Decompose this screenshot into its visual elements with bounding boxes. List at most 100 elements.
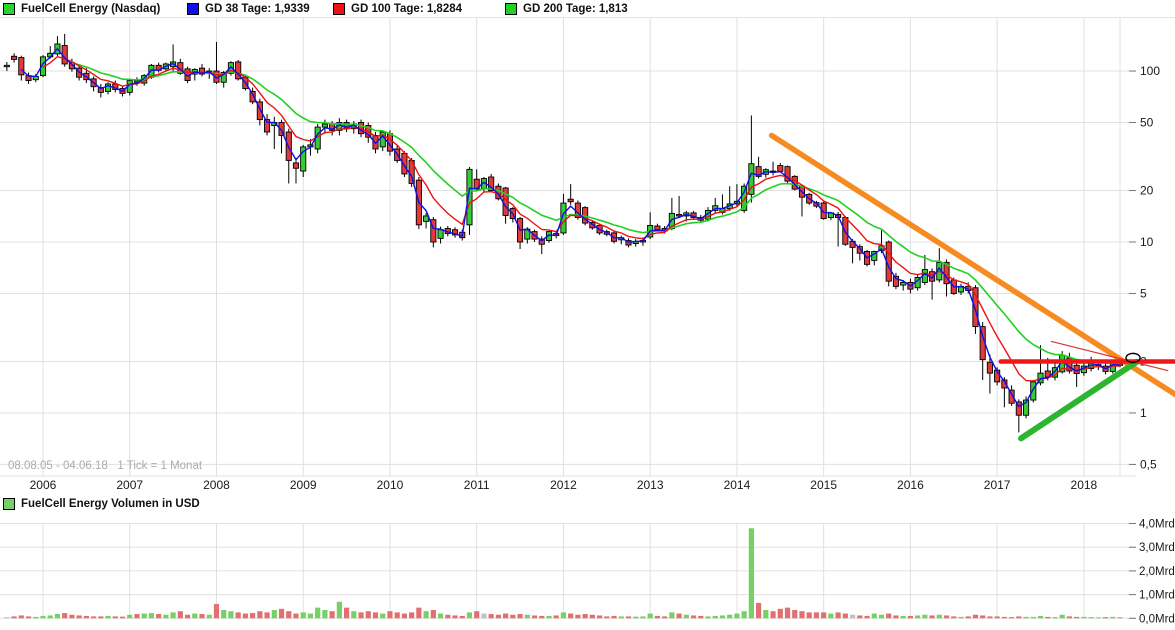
volume-bar (640, 616, 646, 619)
volume-bar (40, 615, 46, 619)
volume-bar (481, 613, 487, 619)
volume-bar (105, 615, 111, 619)
volume-bar (1117, 617, 1123, 619)
candle-body (292, 162, 300, 169)
gridlines (0, 18, 1136, 619)
volume-bar (1102, 617, 1109, 619)
svg-text:2007: 2007 (116, 478, 143, 492)
volume-bar (358, 612, 364, 619)
volume-bar (1066, 616, 1073, 619)
volume-bar (734, 613, 740, 619)
volume-bar (777, 608, 783, 619)
volume-bar (4, 617, 10, 619)
candle-body (379, 131, 386, 148)
volume-bar (690, 615, 697, 619)
minor-red-trendline (1050, 340, 1169, 372)
volume-bar (18, 615, 24, 619)
candle-body (676, 213, 683, 217)
volume-bar (177, 611, 183, 619)
candle-body (11, 55, 18, 60)
volume-bar (336, 601, 342, 619)
gd200-line (71, 61, 1121, 365)
trendlines (768, 132, 1175, 442)
volume-bar (343, 607, 350, 619)
svg-text:2010: 2010 (377, 478, 404, 492)
candle-body (538, 238, 545, 245)
volume-bar (69, 614, 75, 619)
volume-bar (647, 613, 653, 619)
volume-series-label: FuelCell Energy Volumen in USD (21, 498, 200, 510)
volume-bar (943, 615, 950, 619)
volume-bar (951, 616, 957, 619)
candle-body (220, 72, 227, 83)
price-series-label: FuelCell Energy (Nasdaq) (21, 3, 161, 15)
volume-bar (423, 611, 429, 619)
svg-text:0,5: 0,5 (1140, 458, 1157, 472)
volume-bar (221, 610, 227, 619)
volume-bar (705, 616, 711, 619)
volume-bar (488, 614, 494, 619)
volume-bar (719, 615, 726, 619)
volume-bar (596, 615, 603, 619)
gd38-swatch (187, 3, 199, 15)
volume-bar (1030, 616, 1036, 619)
svg-text:2009: 2009 (290, 478, 317, 492)
candle-body (278, 122, 285, 136)
volume-bar (192, 613, 198, 619)
volume-bar (763, 610, 769, 619)
volume-bar (568, 613, 574, 619)
volume-bar (445, 614, 451, 619)
volume-bar (387, 611, 393, 619)
period-note: 08.08.05 - 04.06.18 1 Tick = 1 Monat (8, 460, 203, 472)
gd100-swatch (333, 3, 345, 15)
candle-body (1008, 389, 1015, 404)
volume-bar (611, 615, 617, 619)
legend-item-gd100: GD 100 Tage: 1,8284 (333, 2, 462, 16)
gd200-swatch (505, 3, 517, 15)
volume-bars (4, 528, 1123, 619)
candle-body (18, 57, 25, 76)
volume-bar (633, 616, 639, 619)
volume-bar (821, 612, 827, 619)
volume-bar (662, 616, 668, 619)
volume-bar (134, 614, 140, 619)
volume-bar (553, 615, 559, 619)
svg-text:100: 100 (1140, 64, 1160, 78)
candle-body (972, 287, 979, 328)
candle-body (741, 185, 748, 211)
volume-bar (90, 616, 97, 619)
volume-bar (33, 616, 39, 619)
volume-bar (278, 608, 285, 619)
volume-bar (625, 616, 632, 619)
volume-bar (712, 615, 718, 619)
volume-bar (1023, 616, 1029, 619)
volume-bar (792, 610, 798, 619)
candle-body (264, 119, 271, 133)
volume-bar (618, 616, 624, 619)
volume-bar (531, 615, 538, 619)
volume-bar (141, 613, 147, 619)
volume-bar (1052, 617, 1058, 619)
candle-body (104, 83, 112, 92)
gd100-line (42, 55, 1121, 382)
green-support-trendline (1017, 358, 1140, 442)
volume-bar (228, 611, 234, 619)
volume-bar (213, 604, 220, 619)
volume-bar (184, 614, 191, 619)
volume-bar (127, 614, 133, 619)
volume-bar (329, 611, 335, 619)
volume-bar (372, 612, 379, 619)
volume-bar (437, 613, 444, 619)
volume-bar (271, 610, 277, 619)
volume-bar (235, 612, 241, 619)
volume-bar (401, 613, 408, 619)
volume-bar (163, 614, 169, 619)
apex-ellipse-marker (1125, 352, 1141, 364)
volume-bar (770, 611, 776, 619)
svg-text:0,0Mrd: 0,0Mrd (1139, 613, 1175, 625)
gd38-line (20, 47, 1121, 408)
volume-bar (54, 614, 61, 619)
candle-body (437, 229, 444, 239)
candle-body (755, 166, 762, 177)
